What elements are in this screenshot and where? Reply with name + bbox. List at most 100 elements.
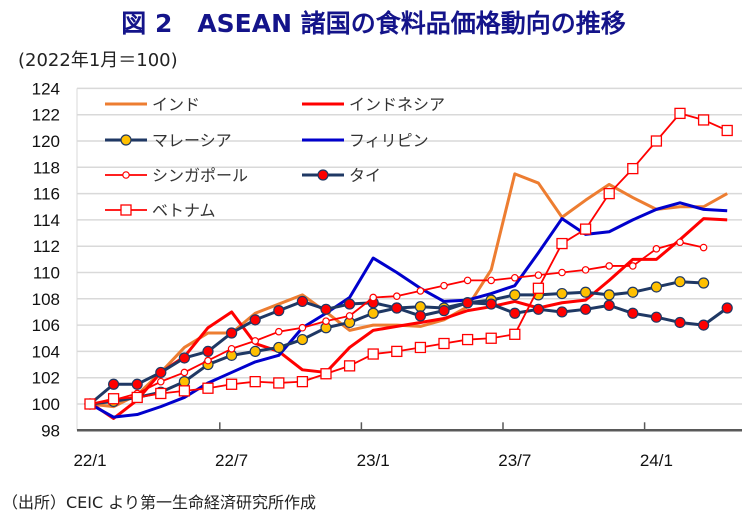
- data-point: [627, 307, 639, 319]
- data-point: [674, 316, 686, 329]
- data-point: [322, 317, 330, 325]
- y-tick-label: 114: [33, 211, 60, 230]
- y-tick-label: 122: [32, 106, 60, 125]
- data-point: [414, 310, 426, 322]
- data-point: [227, 344, 236, 353]
- legend-item: シンガポール: [105, 166, 248, 185]
- data-point: [487, 276, 496, 285]
- data-point: [509, 307, 521, 319]
- data-point: [320, 368, 332, 380]
- data-point: [462, 297, 474, 309]
- series-line: [89, 217, 728, 420]
- data-point: [579, 286, 592, 298]
- data-point: [534, 271, 543, 279]
- data-point: [122, 171, 130, 179]
- legend-label: マレーシア: [152, 131, 232, 150]
- data-point: [697, 277, 710, 289]
- data-point: [226, 327, 238, 339]
- series-5: [84, 295, 733, 410]
- data-point: [155, 366, 167, 379]
- data-point: [485, 298, 497, 310]
- data-point: [391, 345, 403, 358]
- data-point: [438, 337, 450, 350]
- data-point: [84, 398, 96, 410]
- y-tick-label: 104: [32, 342, 60, 361]
- data-point: [251, 337, 260, 345]
- data-point: [697, 319, 710, 331]
- series-6: [84, 107, 733, 410]
- series-line: [89, 112, 728, 405]
- data-point: [509, 289, 521, 301]
- data-point: [603, 187, 615, 200]
- data-point: [556, 237, 568, 250]
- y-tick-label: 124: [32, 79, 60, 98]
- data-point: [532, 282, 545, 294]
- y-tick-label: 120: [32, 132, 60, 151]
- data-point: [296, 375, 309, 388]
- data-point: [367, 307, 379, 319]
- legend-label: インドネシア: [349, 95, 445, 114]
- data-point: [650, 135, 663, 147]
- data-point: [652, 245, 661, 253]
- x-tick-label: 22/7: [215, 451, 248, 470]
- x-tick-label: 23/7: [498, 451, 531, 470]
- data-point: [556, 306, 568, 318]
- data-point: [676, 238, 684, 247]
- data-point: [367, 348, 379, 360]
- data-point: [510, 273, 519, 282]
- data-point: [605, 262, 614, 270]
- legend-item: タイ: [302, 166, 381, 185]
- data-point: [180, 368, 189, 377]
- data-point: [674, 276, 686, 288]
- data-point: [120, 134, 132, 146]
- data-point: [107, 378, 120, 390]
- data-point: [579, 303, 592, 315]
- data-point: [273, 305, 285, 317]
- chart-title: 図 2 ASEAN 諸国の食料品価格動向の推移: [121, 9, 626, 38]
- data-point: [131, 378, 143, 390]
- data-point: [344, 298, 356, 310]
- data-point: [392, 292, 401, 300]
- data-point: [320, 303, 332, 315]
- x-tick-label: 22/1: [73, 451, 106, 470]
- data-point: [721, 302, 733, 314]
- data-point: [628, 262, 637, 270]
- data-point: [558, 268, 566, 277]
- data-point: [298, 323, 307, 332]
- y-tick-label: 108: [32, 290, 60, 309]
- data-point: [414, 301, 426, 313]
- data-point: [249, 314, 261, 326]
- data-point: [627, 162, 639, 175]
- y-tick-label: 116: [33, 185, 60, 204]
- data-point: [204, 356, 212, 365]
- legend-label: インド: [152, 95, 200, 114]
- data-point: [438, 305, 450, 317]
- y-tick-label: 118: [33, 158, 60, 177]
- data-point: [532, 303, 545, 315]
- data-point: [579, 223, 592, 235]
- data-point: [440, 281, 448, 290]
- y-tick-label: 110: [33, 264, 60, 283]
- data-point: [603, 299, 615, 311]
- data-point: [225, 378, 238, 390]
- data-point: [650, 281, 663, 293]
- legend-item: インド: [105, 95, 200, 114]
- data-point: [416, 287, 425, 295]
- data-point: [509, 328, 521, 340]
- data-point: [178, 352, 190, 364]
- x-tick-label: 24/1: [640, 451, 673, 470]
- legend-label: フィリピン: [349, 131, 429, 150]
- legend-label: ベトナム: [152, 201, 216, 220]
- data-point: [249, 345, 261, 357]
- data-point: [391, 302, 403, 314]
- y-tick-label: 106: [32, 316, 60, 335]
- data-point: [721, 124, 733, 137]
- data-point: [131, 391, 143, 404]
- data-point: [369, 293, 378, 302]
- data-point: [120, 204, 132, 216]
- data-point: [202, 345, 214, 357]
- series-1: [89, 217, 728, 420]
- data-point: [178, 385, 191, 397]
